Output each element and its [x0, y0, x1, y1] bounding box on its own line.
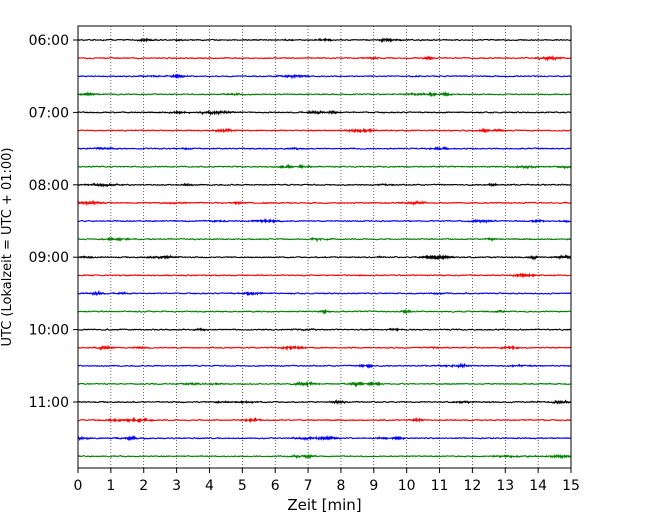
trace-0900 — [77, 253, 572, 261]
x-tick-label-7: 7 — [304, 478, 313, 494]
trace-0800 — [77, 182, 572, 188]
x-tick-label-9: 9 — [369, 478, 378, 494]
x-axis-label: Zeit [min] — [287, 496, 361, 514]
x-tick-label-6: 6 — [271, 478, 280, 494]
x-tick-label-3: 3 — [172, 478, 181, 494]
trace-1030 — [77, 362, 572, 369]
y-axis-label: UTC (Lokalzeit = UTC + 01:00) — [0, 148, 15, 347]
x-tick-label-4: 4 — [205, 478, 214, 494]
trace-0745 — [78, 163, 572, 170]
x-tick-label-13: 13 — [496, 478, 514, 494]
x-tick-label-10: 10 — [398, 478, 416, 494]
trace-0945 — [77, 308, 572, 315]
trace-0600 — [77, 37, 572, 44]
trace-0915 — [77, 272, 572, 279]
y-tick-label-08:00: 08:00 — [29, 178, 69, 194]
trace-1000 — [77, 327, 572, 333]
plot-background — [78, 26, 571, 468]
trace-0630 — [77, 73, 572, 80]
x-tick-label-14: 14 — [529, 478, 547, 494]
seismogram-traces — [77, 37, 572, 460]
trace-0645 — [77, 90, 572, 98]
trace-0930 — [77, 289, 572, 297]
trace-0615 — [77, 55, 572, 62]
trace-1115 — [77, 416, 572, 424]
x-tick-label-12: 12 — [463, 478, 481, 494]
y-tick-label-11:00: 11:00 — [29, 395, 69, 411]
plot-frame — [77, 25, 572, 469]
trace-1015 — [77, 344, 572, 352]
trace-1130 — [77, 434, 572, 442]
trace-1145 — [77, 453, 572, 460]
trace-0730 — [77, 145, 572, 151]
y-tick-label-09:00: 09:00 — [29, 250, 69, 266]
x-tick-label-5: 5 — [238, 478, 247, 494]
x-axis-ticks: 0 1 2 3 4 5 6 7 8 9 10 11 12 13 14 15 — [74, 468, 580, 494]
y-tick-label-07:00: 07:00 — [29, 105, 69, 121]
trace-1100 — [78, 398, 572, 406]
x-tick-label-15: 15 — [562, 478, 580, 494]
trace-1045 — [77, 380, 572, 388]
y-axis-ticks: 06:00 07:00 08:00 09:00 10:00 11:00 — [29, 33, 78, 411]
x-tick-label-0: 0 — [74, 478, 83, 494]
x-tick-label-11: 11 — [431, 478, 449, 494]
y-tick-label-06:00: 06:00 — [29, 33, 69, 49]
y-tick-label-10:00: 10:00 — [29, 323, 69, 339]
x-tick-label-8: 8 — [336, 478, 345, 494]
trace-0830 — [77, 218, 572, 224]
x-tick-label-2: 2 — [139, 478, 148, 494]
trace-0815 — [77, 200, 572, 206]
trace-0700 — [77, 109, 572, 117]
trace-0845 — [77, 236, 572, 243]
x-tick-label-1: 1 — [106, 478, 115, 494]
trace-0715 — [77, 127, 572, 134]
